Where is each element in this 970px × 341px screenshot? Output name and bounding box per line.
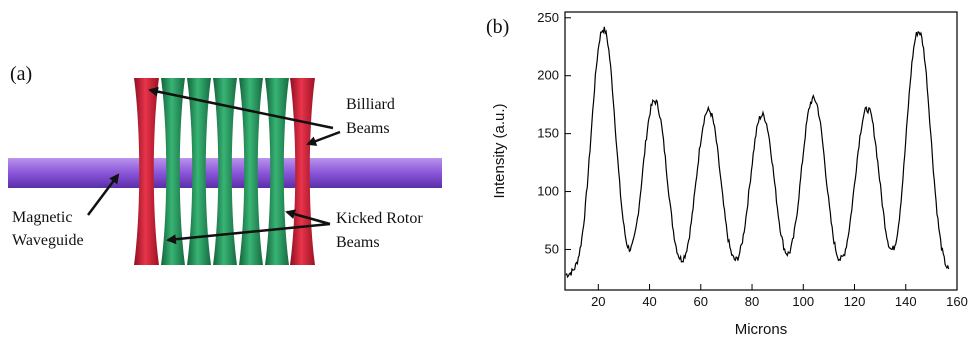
kicked-rotor-beam-3	[213, 78, 237, 265]
billiard-beams-label-line2: Beams	[346, 120, 390, 137]
kicked-rotor-beam-5	[265, 78, 289, 265]
x-tick-label: 20	[591, 294, 605, 309]
intensity-series-line	[565, 26, 950, 279]
panel-a: (a) Billiard Beams Kicked Rotor Beams Ma…	[8, 63, 442, 265]
kicked-rotor-beam-1	[161, 78, 185, 265]
y-tick-label: 250	[537, 10, 559, 25]
panel-b: (b) 20 40 60 80 100 120 140 160 50100150200250 …	[486, 10, 968, 338]
magnetic-waveguide-label-line1: Magnetic	[12, 209, 72, 226]
y-tick-label: 50	[545, 241, 559, 256]
kicked-rotor-beam-4	[239, 78, 263, 265]
arrows	[87, 86, 341, 245]
plot-frame	[564, 11, 958, 291]
y-tick-label: 100	[537, 184, 559, 199]
y-axis: 50 100 150 200 250	[537, 10, 571, 256]
x-axis-title: Microns	[735, 321, 788, 338]
x-tick-label: 80	[745, 294, 759, 309]
arrow-kicked-right	[285, 209, 331, 226]
arrow-billiard-left	[148, 86, 334, 130]
panel-b-label: (b)	[486, 16, 509, 38]
kicked-rotor-beams-label-line1: Kicked Rotor	[336, 210, 423, 227]
magnetic-waveguide-label-line2: Waveguide	[12, 232, 84, 249]
billiard-beam-left	[134, 78, 159, 265]
arrow-waveguide	[87, 173, 120, 216]
x-tick-label: 100	[792, 294, 814, 309]
x-tick-label: 160	[946, 294, 968, 309]
kicked-rotor-beams-label-line2: Beams	[336, 234, 380, 251]
y-tick-label: 150	[537, 126, 559, 141]
beams	[134, 78, 315, 265]
x-tick-label: 40	[642, 294, 656, 309]
x-axis: 20 40 60 80 100 120 140 160	[591, 284, 968, 309]
arrow-kicked-left	[166, 222, 331, 245]
x-tick-label: 140	[895, 294, 917, 309]
billiard-beams-label-line1: Billiard	[346, 96, 395, 113]
arrow-billiard-right	[306, 130, 341, 146]
x-tick-label: 60	[694, 294, 708, 309]
y-axis-title: Intensity (a.u.)	[491, 103, 508, 198]
y-tick-label: 200	[537, 68, 559, 83]
x-tick-label: 120	[844, 294, 866, 309]
kicked-rotor-beam-2	[187, 78, 211, 265]
panel-a-label: (a)	[10, 63, 32, 85]
